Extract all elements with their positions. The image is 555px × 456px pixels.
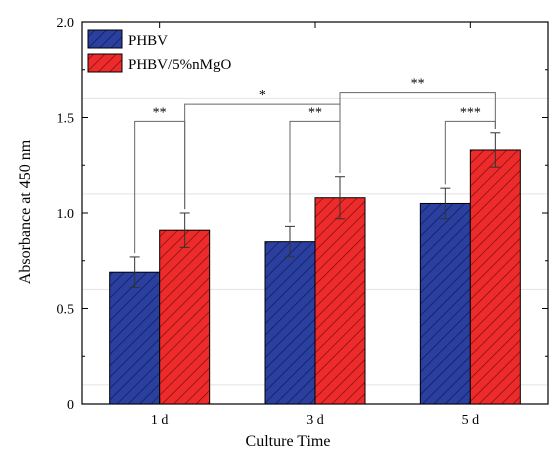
legend-label-0: PHBV <box>128 33 168 49</box>
y-tick-label-4: 2.0 <box>57 16 75 31</box>
significance-label-1: ** <box>308 105 322 120</box>
y-tick-label-0: 0 <box>67 398 74 413</box>
significance-label-2: *** <box>460 105 481 120</box>
bar-phbv-1 <box>264 241 316 405</box>
x-axis-title: Culture Time <box>246 433 331 450</box>
bar-phbv-2 <box>419 202 471 405</box>
significance-bracket-4 <box>339 92 496 173</box>
x-tick-label-2: 5 d <box>462 413 480 428</box>
y-tick-label-2: 1.0 <box>57 207 75 222</box>
bar-phbv-mgo-1 <box>314 197 366 405</box>
y-axis-title: Absorbance at 450 nm <box>17 139 34 284</box>
y-tick-label-1: 0.5 <box>57 303 75 318</box>
y-tick-label-3: 1.5 <box>57 112 75 127</box>
significance-label-3: * <box>259 88 266 103</box>
significance-label-0: ** <box>153 105 167 120</box>
x-tick-label-0: 1 d <box>151 413 169 428</box>
bar-phbv-mgo-2 <box>469 149 521 405</box>
x-tick-label-1: 3 d <box>306 413 324 428</box>
legend-swatch-0 <box>87 29 123 49</box>
significance-label-4: ** <box>411 77 425 92</box>
legend-swatch-1 <box>87 53 123 73</box>
bar-phbv-mgo-0 <box>159 229 211 405</box>
bar-phbv-0 <box>109 271 161 405</box>
legend-label-1: PHBV/5%nMgO <box>128 57 232 73</box>
